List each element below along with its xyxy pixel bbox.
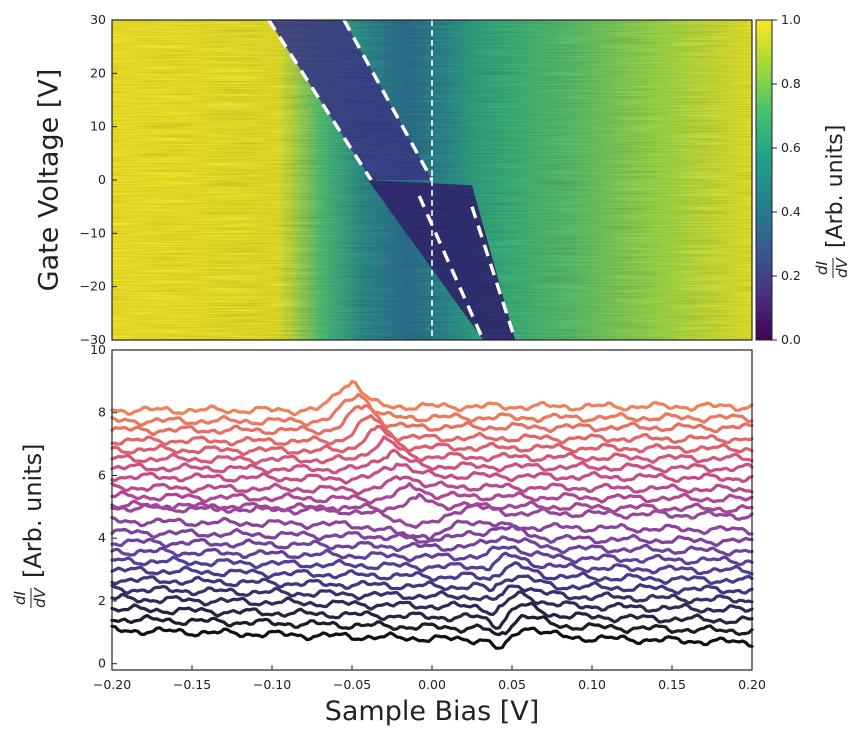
waterfall-y-label: dI dV [Arb. units] <box>11 443 49 608</box>
heatmap-y-tick-label: 20 <box>90 65 106 80</box>
waterfall-y-tick-label: 4 <box>98 530 106 545</box>
waterfall-y-tick-label: 10 <box>90 342 106 357</box>
colorbar-tick-label: 0.4 <box>781 204 801 219</box>
waterfall-trace-15 <box>110 482 754 505</box>
colorbar-tick-label: 1.0 <box>781 12 801 27</box>
heatmap-y-tick-label: −30 <box>80 332 106 347</box>
guide-line-3 <box>417 195 485 340</box>
heatmap-y-tick-label: 0 <box>98 172 106 187</box>
waterfall-trace-14 <box>110 492 754 514</box>
colorbar-label-denominator: dV <box>833 256 851 278</box>
waterfall-trace-21 <box>110 414 754 447</box>
waterfall-y-tick-label: 0 <box>98 656 106 671</box>
guide-line-2 <box>342 20 434 181</box>
waterfall-trace-24 <box>110 379 754 417</box>
waterfall-x-tick-label: 0.10 <box>578 677 606 692</box>
waterfall-x-tick-label: −0.15 <box>173 677 211 692</box>
colorbar-tick-label: 0.0 <box>781 332 801 347</box>
waterfall-trace-8 <box>110 551 754 576</box>
waterfall-trace-23 <box>110 392 754 428</box>
waterfall-y-tick-label: 2 <box>98 593 106 608</box>
waterfall-y-label-numerator: dI <box>11 590 29 605</box>
guide-line-1 <box>267 20 373 181</box>
guide-lines <box>267 20 517 340</box>
waterfall-trace-10 <box>110 535 754 557</box>
heatmap-y-tick-label: −20 <box>80 279 106 294</box>
waterfall-trace-18 <box>110 448 754 475</box>
waterfall-trace-3 <box>110 601 754 630</box>
colorbar-ticks: 1.0 0.8 0.6 0.4 0.2 0.0 <box>772 12 801 347</box>
waterfall-trace-6 <box>110 574 754 595</box>
waterfall-trace-19 <box>110 435 754 466</box>
waterfall-x-ticks: −0.20 −0.15 −0.10 −0.05 0.00 0.05 0.10 0.15 0.20 <box>93 665 766 692</box>
waterfall-y-tick-label: 6 <box>98 467 106 482</box>
waterfall-x-label: Sample Bias [V] <box>325 696 540 727</box>
waterfall-y-tick-label: 8 <box>98 405 106 420</box>
colorbar <box>755 19 773 341</box>
waterfall-trace-13 <box>110 502 754 529</box>
waterfall-x-tick-label: 0.15 <box>658 677 686 692</box>
heatmap-y-tick-label: 10 <box>90 119 106 134</box>
waterfall-trace-4 <box>110 590 754 617</box>
waterfall-x-tick-label: 0.05 <box>498 677 526 692</box>
waterfall-x-tick-label: 0.00 <box>418 677 446 692</box>
waterfall-trace-9 <box>110 545 754 567</box>
waterfall-trace-12 <box>110 515 754 544</box>
waterfall-y-label-denominator: dV <box>31 586 49 608</box>
waterfall-trace-7 <box>110 561 754 586</box>
colorbar-tick-label: 0.6 <box>781 140 801 155</box>
waterfall-trace-2 <box>110 613 754 637</box>
waterfall-trace-22 <box>110 404 754 437</box>
heatmap-y-tick-label: 30 <box>90 12 106 27</box>
waterfall-trace-17 <box>110 462 754 485</box>
colorbar-label-text: [Arb. units] <box>823 125 848 248</box>
waterfall-y-ticks: 0 2 4 6 8 10 <box>90 342 117 671</box>
heatmap-y-tick-label: −10 <box>80 225 106 240</box>
gate-voltage-heatmap <box>112 20 752 340</box>
heatmap-y-label: Gate Voltage [V] <box>34 69 65 292</box>
waterfall-plot <box>110 379 754 650</box>
colorbar-tick-label: 0.8 <box>781 76 801 91</box>
guide-line-4 <box>470 206 517 340</box>
waterfall-trace-16 <box>110 475 754 496</box>
waterfall-x-tick-label: −0.20 <box>93 677 131 692</box>
heatmap-y-ticks: 30 20 10 0 −10 −20 −30 <box>80 12 117 347</box>
colorbar-label: dI dV [Arb. units] <box>813 125 851 278</box>
colorbar-tick-label: 0.2 <box>781 268 801 283</box>
waterfall-x-tick-label: −0.05 <box>333 677 371 692</box>
waterfall-trace-5 <box>110 583 754 605</box>
colorbar-label-numerator: dI <box>813 260 831 275</box>
waterfall-y-label-text: [Arb. units] <box>19 443 47 578</box>
waterfall-x-tick-label: −0.10 <box>253 677 291 692</box>
waterfall-trace-20 <box>110 424 754 457</box>
waterfall-x-tick-label: 0.20 <box>738 677 766 692</box>
waterfall-trace-1 <box>110 624 754 650</box>
waterfall-trace-11 <box>110 524 754 548</box>
